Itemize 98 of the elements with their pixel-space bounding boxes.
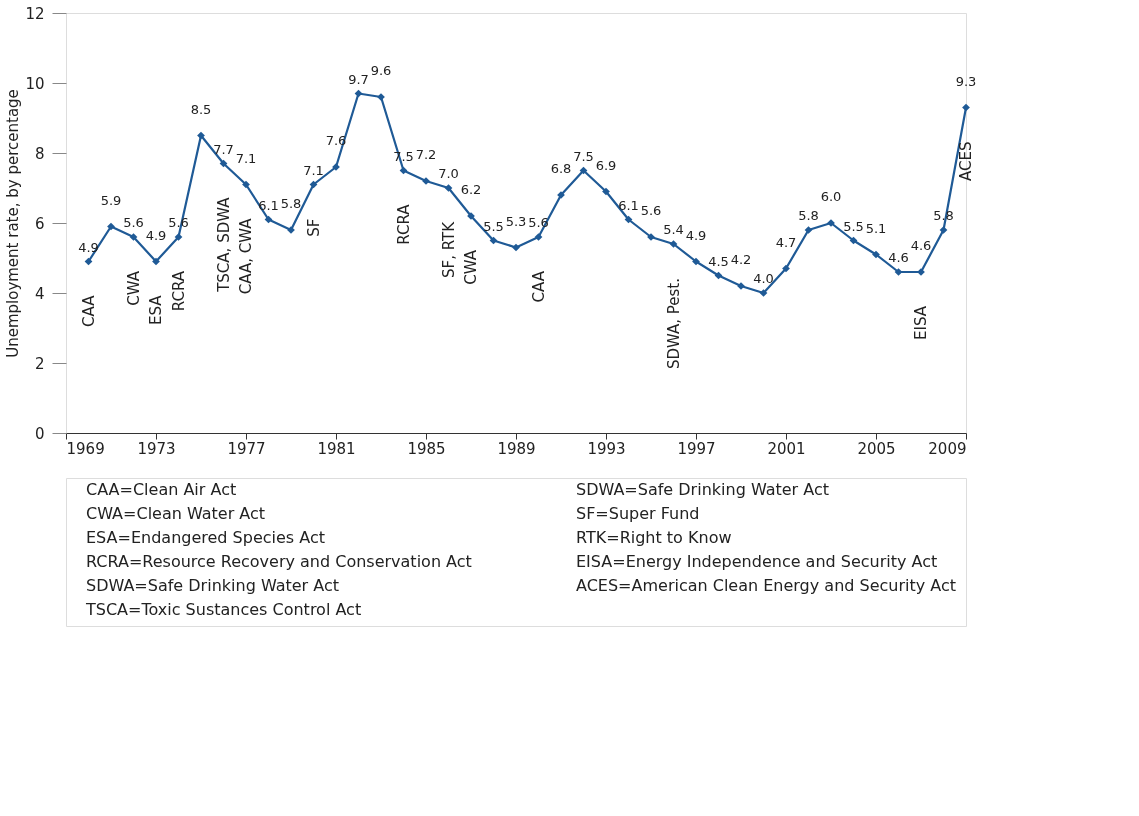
y-tick-label: 4 xyxy=(34,284,45,303)
x-tick-label: 2005 xyxy=(857,439,896,458)
point xyxy=(804,226,813,234)
point xyxy=(129,233,138,241)
text: RCRA=Resource Recovery and Conservation Act xyxy=(86,552,472,571)
text: ACES=American Clean Energy and Security Act xyxy=(576,576,957,595)
data-label: 4.9 xyxy=(78,239,99,255)
data-label: 5.8 xyxy=(280,196,302,211)
data-label: 7.0 xyxy=(438,166,459,181)
y-axis-title: Unemployment rate, by percentage xyxy=(4,89,23,358)
annotation: ESA xyxy=(147,294,165,326)
data-label: 4.5 xyxy=(708,253,729,269)
text: SF=Super Fund xyxy=(576,504,700,523)
point xyxy=(242,180,250,189)
text: TSCA=Toxic Sustances Control Act xyxy=(85,600,362,619)
data-label: 5.6 xyxy=(640,203,662,218)
annotation: CAA, CWA xyxy=(237,217,255,295)
data-label: 7.7 xyxy=(213,141,234,157)
annotation: RCRA xyxy=(169,270,188,312)
annotation: RCRA xyxy=(394,203,413,245)
annotation: SDWA, Pest. xyxy=(664,278,683,370)
x-tick-label: 2001 xyxy=(767,439,806,458)
x-tick-label: 1993 xyxy=(587,439,626,458)
point xyxy=(669,240,678,248)
point xyxy=(602,187,610,196)
text: SDWA=Safe Drinking Water Act xyxy=(86,576,339,595)
data-label: 7.1 xyxy=(303,162,324,178)
text: SDWA=Safe Drinking Water Act xyxy=(576,480,829,499)
annotation: CAA xyxy=(79,294,98,327)
annotation: SF xyxy=(304,218,323,237)
data-label: 4.7 xyxy=(775,234,797,250)
annotation: CAA xyxy=(529,270,548,303)
data-label: 5.5 xyxy=(483,218,504,234)
text: CWA=Clean Water Act xyxy=(86,504,266,523)
point xyxy=(107,222,115,231)
x-tick-label: 1969 xyxy=(66,439,105,458)
annotation: SF, RTK xyxy=(439,220,458,279)
data-label: 6.9 xyxy=(595,157,617,173)
data-label: 5.9 xyxy=(100,192,122,208)
x-tick-label: 1981 xyxy=(317,439,356,458)
data-label: 9.3 xyxy=(955,73,977,89)
y-tick-label: 12 xyxy=(25,4,45,23)
data-label: 7.1 xyxy=(235,150,257,166)
data-label: 4.9 xyxy=(685,227,707,243)
x-tick-label: 2009 xyxy=(928,439,967,458)
data-label: 6.0 xyxy=(820,189,842,204)
text: CAA=Clean Air Act xyxy=(86,480,237,499)
data-label: 8.5 xyxy=(190,101,212,117)
point xyxy=(444,184,453,192)
point xyxy=(692,257,700,266)
data-label: 4.6 xyxy=(888,250,909,265)
data-label: 6.1 xyxy=(258,197,279,213)
point xyxy=(534,233,543,241)
data-label: 9.6 xyxy=(370,63,392,78)
point xyxy=(872,250,880,259)
data-label: 7.5 xyxy=(573,148,594,164)
data-label: 4.9 xyxy=(145,227,167,243)
point xyxy=(512,243,520,252)
x-tick-label: 1997 xyxy=(677,439,716,458)
point xyxy=(152,257,160,266)
x-tick-label: 1989 xyxy=(497,439,536,458)
data-label: 5.5 xyxy=(843,218,864,234)
x-tick-label: 1985 xyxy=(407,439,446,458)
data-label: 9.7 xyxy=(348,71,369,87)
data-label: 5.8 xyxy=(798,208,819,223)
y-tick-label: 8 xyxy=(34,144,45,163)
point xyxy=(962,103,970,112)
annotation: CWA xyxy=(462,249,480,285)
data-label: 7.2 xyxy=(415,147,437,162)
annotation: ACES xyxy=(957,141,975,181)
point xyxy=(782,264,790,273)
data-label: 5.1 xyxy=(865,220,887,236)
x-tick-label: 1973 xyxy=(137,439,176,458)
point xyxy=(939,226,948,234)
annotation: TSCA, SDWA xyxy=(214,196,233,293)
annotation: CWA xyxy=(124,270,143,306)
data-label: 6.8 xyxy=(550,161,572,176)
point xyxy=(197,131,205,140)
data-label: 5.4 xyxy=(663,222,684,237)
y-tick-label: 2 xyxy=(34,354,45,373)
data-label: 4.6 xyxy=(910,238,932,253)
y-tick-label: 6 xyxy=(34,214,45,233)
data-label: 4.2 xyxy=(730,252,752,267)
data-label: 6.2 xyxy=(460,182,482,197)
data-label: 5.6 xyxy=(123,215,144,230)
data-label: 4.0 xyxy=(753,271,774,286)
point xyxy=(894,268,903,276)
text: ESA=Endangered Species Act xyxy=(86,528,325,547)
x-tick-label: 1977 xyxy=(227,439,266,458)
point xyxy=(174,233,183,241)
y-tick-label: 0 xyxy=(34,424,45,443)
annotation: EISA xyxy=(912,305,930,340)
data-label: 6.1 xyxy=(618,197,639,213)
point xyxy=(759,289,768,297)
y-tick-label: 10 xyxy=(25,74,45,93)
text: RTK=Right to Know xyxy=(576,528,732,547)
data-label: 5.3 xyxy=(505,213,527,229)
text: EISA=Energy Independence and Security Act xyxy=(576,552,938,571)
